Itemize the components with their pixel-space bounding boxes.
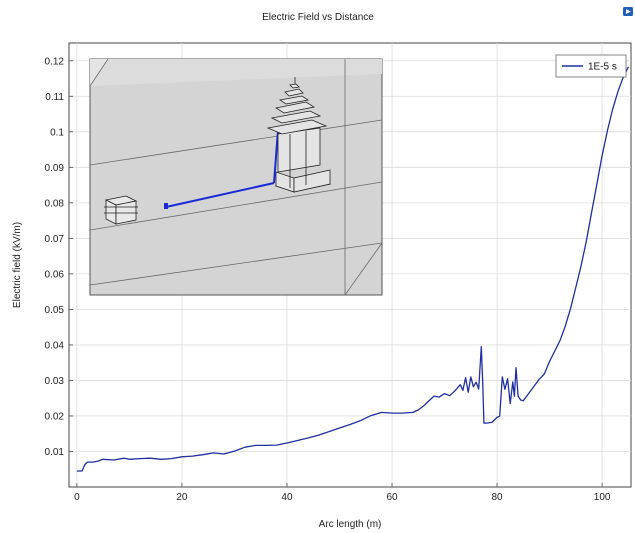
x-tick-label: 60 bbox=[386, 492, 398, 503]
x-tick-label: 0 bbox=[74, 492, 80, 503]
y-tick-label: 0.07 bbox=[45, 234, 65, 245]
y-tick-label: 0.09 bbox=[45, 163, 65, 174]
series-lines bbox=[76, 66, 629, 472]
x-tick-label: 100 bbox=[594, 492, 611, 503]
play-icon[interactable] bbox=[623, 7, 633, 16]
y-tick-label: 0.02 bbox=[45, 411, 65, 422]
y-tick-label: 0.12 bbox=[45, 56, 65, 67]
x-tick-label: 40 bbox=[281, 492, 293, 503]
y-tick-label: 0.01 bbox=[45, 447, 65, 458]
y-tick-label: 0.1 bbox=[50, 127, 64, 138]
x-axis-ticks: 0 20 40 60 80 100 bbox=[74, 483, 611, 503]
y-tick-label: 0.04 bbox=[45, 340, 65, 351]
y-tick-label: 0.11 bbox=[45, 92, 64, 103]
y-tick-label: 0.06 bbox=[45, 269, 65, 280]
x-axis-title: Arc length (m) bbox=[319, 519, 382, 530]
y-tick-label: 0.03 bbox=[45, 376, 65, 387]
tower-building-model bbox=[266, 77, 332, 193]
chart-title: Electric Field vs Distance bbox=[262, 12, 374, 23]
legend-entry-label: 1E-5 s bbox=[588, 62, 617, 73]
inset-3d-model-view bbox=[89, 58, 383, 296]
legend: 1E-5 s bbox=[555, 54, 627, 78]
y-axis-title: Electric field (kV/m) bbox=[12, 222, 23, 308]
series-line-0 bbox=[76, 66, 629, 472]
y-tick-label: 0.05 bbox=[45, 305, 65, 316]
x-tick-label: 20 bbox=[176, 492, 188, 503]
y-tick-label: 0.08 bbox=[45, 198, 65, 209]
legend-box bbox=[555, 54, 627, 78]
y-axis-ticks: 0.01 0.02 0.03 0.04 0.05 0.06 0.07 0.08 0.09 0.1 0… bbox=[45, 56, 73, 458]
line-path-model bbox=[164, 129, 279, 209]
x-tick-label: 80 bbox=[492, 492, 504, 503]
small-building-model bbox=[104, 195, 138, 225]
